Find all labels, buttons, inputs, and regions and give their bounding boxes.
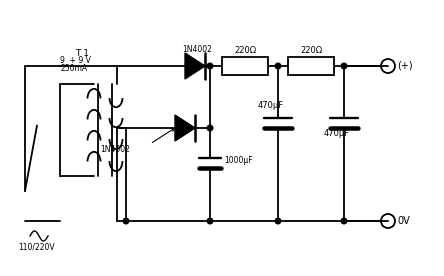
Circle shape [341,218,347,224]
Text: 110/220V: 110/220V [18,242,55,251]
Polygon shape [185,53,205,79]
Text: 250mA: 250mA [60,64,87,73]
Bar [288,57,334,75]
Text: 470μF: 470μF [258,101,284,110]
Text: 1N4002: 1N4002 [182,45,212,54]
Text: 470μF: 470μF [324,129,350,138]
Polygon shape [175,115,195,141]
Text: (+): (+) [397,61,412,71]
Text: 1N4002: 1N4002 [100,145,130,154]
Text: 9  + 9 V: 9 + 9 V [60,56,91,65]
Circle shape [123,218,129,224]
Circle shape [275,63,281,69]
Circle shape [207,125,213,131]
Circle shape [207,63,213,69]
Text: 1000μF: 1000μF [224,156,253,165]
Text: 220Ω: 220Ω [300,46,322,55]
Bar [222,57,268,75]
Text: 0V: 0V [397,216,410,226]
Text: T 1: T 1 [75,49,89,58]
Circle shape [341,63,347,69]
Circle shape [207,218,213,224]
Text: 220Ω: 220Ω [234,46,256,55]
Circle shape [275,218,281,224]
